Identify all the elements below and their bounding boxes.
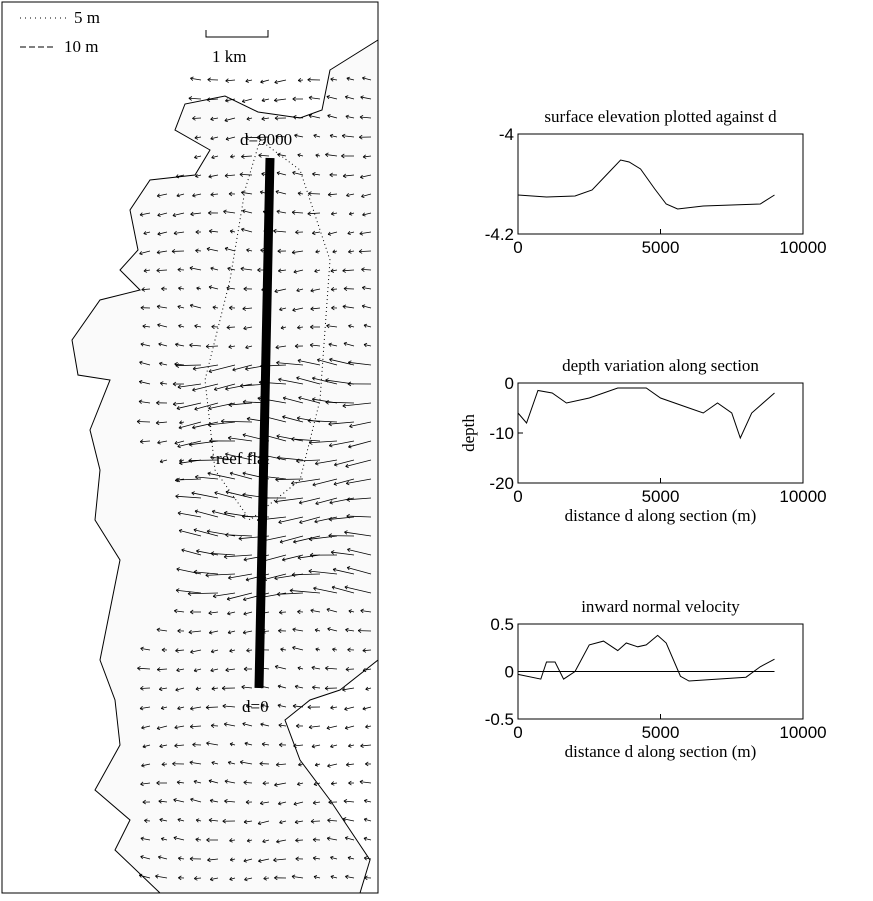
x-axis-label: distance d along section (m) [565,506,757,525]
region-label: reef flat [216,449,270,468]
x-tick-label: 0 [513,238,522,257]
legend-label: 5 m [74,8,100,27]
data-line [518,635,775,681]
x-axis-label: distance d along section (m) [565,742,757,761]
y-tick-label: -0.5 [485,710,514,729]
velocity-arrow [308,193,320,194]
scale-label: 1 km [212,47,246,66]
y-tick-label: 0 [505,663,514,682]
y-tick-label: -20 [489,474,514,493]
velocity-arrow [275,479,303,480]
x-tick-label: 5000 [642,487,680,506]
chart-title: depth variation along section [562,356,759,375]
x-tick-label: 10000 [779,487,826,506]
map: 5 m 10 m 1 km d=9000 d=0 reef flat [2,2,378,893]
x-tick-label: 5000 [642,723,680,742]
y-tick-label: -4.2 [485,225,514,244]
section-start-label: d=0 [242,697,269,716]
y-axis-label: depth [459,414,478,452]
section-end-label: d=9000 [240,130,292,149]
data-line [518,388,775,438]
velocity-arrow [206,707,218,708]
data-line [518,160,775,209]
chart-title: inward normal velocity [581,597,740,616]
axes-frame [518,134,803,234]
x-tick-label: 5000 [642,238,680,257]
y-tick-label: 0.5 [490,615,514,634]
legend-label: 10 m [64,37,98,56]
y-tick-label: -4 [499,125,514,144]
velocity-arrow [189,98,201,99]
y-tick-label: 0 [505,374,514,393]
x-tick-label: 0 [513,487,522,506]
y-tick-label: -10 [489,424,514,443]
x-tick-label: 10000 [779,238,826,257]
x-tick-label: 0 [513,723,522,742]
x-tick-label: 10000 [779,723,826,742]
scale-bar [206,30,268,37]
chart-title: surface elevation plotted against d [544,107,777,126]
